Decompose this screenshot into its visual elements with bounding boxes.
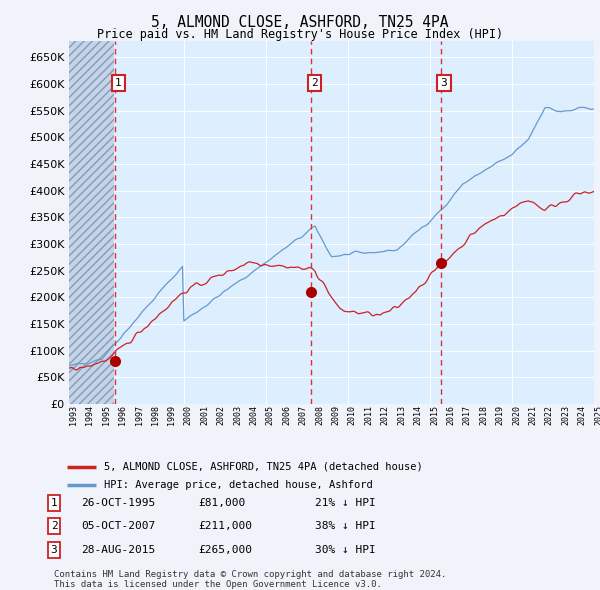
Text: 2021: 2021 <box>529 405 538 425</box>
Text: 2016: 2016 <box>446 405 455 425</box>
Text: 30% ↓ HPI: 30% ↓ HPI <box>315 545 376 555</box>
Text: 2023: 2023 <box>561 405 570 425</box>
Text: 2010: 2010 <box>348 405 357 425</box>
Text: 2002: 2002 <box>217 405 226 425</box>
Text: 38% ↓ HPI: 38% ↓ HPI <box>315 522 376 531</box>
Text: 2009: 2009 <box>331 405 341 425</box>
Text: 2011: 2011 <box>364 405 373 425</box>
Text: 2018: 2018 <box>479 405 488 425</box>
Text: 1: 1 <box>115 78 122 88</box>
Text: 2013: 2013 <box>397 405 406 425</box>
Text: HPI: Average price, detached house, Ashford: HPI: Average price, detached house, Ashf… <box>104 480 373 490</box>
Text: 1996: 1996 <box>118 405 127 425</box>
Text: 1997: 1997 <box>134 405 143 425</box>
Text: 2017: 2017 <box>463 405 472 425</box>
Text: 05-OCT-2007: 05-OCT-2007 <box>81 522 155 531</box>
Text: 3: 3 <box>440 78 448 88</box>
Text: 2007: 2007 <box>299 405 308 425</box>
Text: 1993: 1993 <box>69 405 78 425</box>
Text: 2024: 2024 <box>578 405 587 425</box>
Text: 2001: 2001 <box>200 405 209 425</box>
Text: 26-OCT-1995: 26-OCT-1995 <box>81 498 155 507</box>
Text: 5, ALMOND CLOSE, ASHFORD, TN25 4PA: 5, ALMOND CLOSE, ASHFORD, TN25 4PA <box>151 15 449 30</box>
Text: 3: 3 <box>50 545 58 555</box>
Text: 21% ↓ HPI: 21% ↓ HPI <box>315 498 376 507</box>
Text: 1: 1 <box>50 498 58 507</box>
Text: 2006: 2006 <box>282 405 291 425</box>
Text: 2: 2 <box>50 522 58 531</box>
Text: 5, ALMOND CLOSE, ASHFORD, TN25 4PA (detached house): 5, ALMOND CLOSE, ASHFORD, TN25 4PA (deta… <box>104 462 423 472</box>
Text: 2005: 2005 <box>266 405 275 425</box>
Text: 2025: 2025 <box>594 405 600 425</box>
Text: 1999: 1999 <box>167 405 176 425</box>
Text: Price paid vs. HM Land Registry's House Price Index (HPI): Price paid vs. HM Land Registry's House … <box>97 28 503 41</box>
Text: 2014: 2014 <box>413 405 422 425</box>
Text: 2020: 2020 <box>512 405 521 425</box>
Text: 1998: 1998 <box>151 405 160 425</box>
Text: £211,000: £211,000 <box>198 522 252 531</box>
Text: 2019: 2019 <box>496 405 505 425</box>
Text: 2003: 2003 <box>233 405 242 425</box>
Text: 2022: 2022 <box>545 405 554 425</box>
Text: £81,000: £81,000 <box>198 498 245 507</box>
Text: 1995: 1995 <box>102 405 111 425</box>
Text: 1994: 1994 <box>85 405 94 425</box>
Text: 2: 2 <box>311 78 318 88</box>
Text: 28-AUG-2015: 28-AUG-2015 <box>81 545 155 555</box>
Text: £265,000: £265,000 <box>198 545 252 555</box>
Text: This data is licensed under the Open Government Licence v3.0.: This data is licensed under the Open Gov… <box>54 579 382 589</box>
Text: 2004: 2004 <box>250 405 259 425</box>
Text: 2015: 2015 <box>430 405 439 425</box>
Text: 2008: 2008 <box>315 405 324 425</box>
Text: Contains HM Land Registry data © Crown copyright and database right 2024.: Contains HM Land Registry data © Crown c… <box>54 570 446 579</box>
Text: 2000: 2000 <box>184 405 193 425</box>
Bar <box>69 41 114 404</box>
Text: 2012: 2012 <box>381 405 390 425</box>
